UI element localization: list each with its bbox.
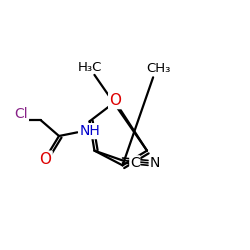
Text: O: O bbox=[109, 93, 121, 108]
Text: H₃C: H₃C bbox=[77, 61, 102, 74]
Text: NH: NH bbox=[79, 124, 100, 138]
Text: Cl: Cl bbox=[14, 107, 28, 121]
Text: CH₃: CH₃ bbox=[146, 62, 170, 75]
Text: O: O bbox=[40, 152, 52, 167]
Text: N: N bbox=[150, 156, 160, 170]
Text: C: C bbox=[130, 156, 140, 170]
